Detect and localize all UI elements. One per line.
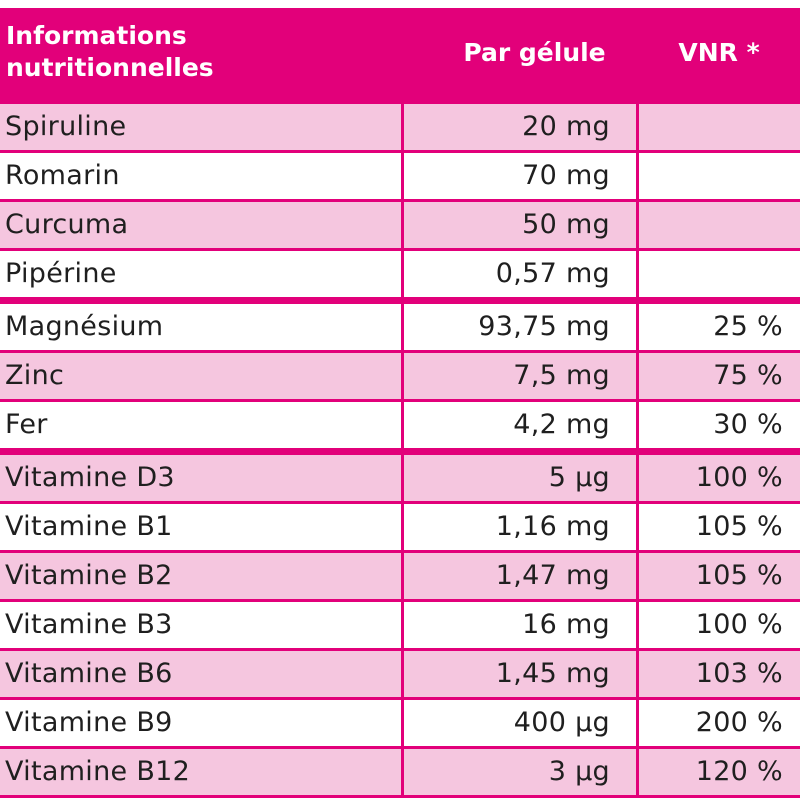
nutrient-amount: 0,57 mg [404, 251, 639, 297]
header-nutrition-info: Informations nutritionnelles [0, 8, 407, 100]
nutrient-amount: 16 mg [404, 602, 639, 648]
nutrient-name: Romarin [0, 153, 404, 199]
nutrient-vnr [639, 202, 797, 248]
table-row: Curcuma 50 mg [0, 202, 800, 251]
nutrient-vnr [639, 104, 797, 150]
nutrient-name: Magnésium [0, 304, 404, 350]
nutrient-name: Curcuma [0, 202, 404, 248]
nutrient-vnr: 105 % [695, 560, 783, 591]
nutrient-amount: 5 µg [404, 455, 639, 501]
nutrient-name: Vitamine B3 [0, 602, 404, 648]
nutrient-vnr: 100 % [695, 609, 783, 640]
nutrient-amount: 7,5 mg [404, 353, 639, 399]
table-row: Pipérine 0,57 mg [0, 251, 800, 304]
nutrient-vnr: 30 % [713, 409, 783, 440]
nutrient-name: Fer [0, 402, 404, 448]
nutrient-vnr: 103 % [695, 658, 783, 689]
nutrient-name: Pipérine [0, 251, 404, 297]
nutrient-amount: 4,2 mg [404, 402, 639, 448]
nutrient-amount: 1,45 mg [404, 651, 639, 697]
nutrient-name: Vitamine B1 [0, 504, 404, 550]
nutrient-name: Vitamine B2 [0, 553, 404, 599]
header-label-line1: Informations [6, 21, 187, 50]
table-row: Spiruline 20 mg [0, 104, 800, 153]
table-header: Informations nutritionnelles Par gélule … [0, 8, 800, 100]
table-row: Vitamine B12 3 µg 120 % [0, 749, 800, 798]
nutrient-name: Vitamine D3 [0, 455, 404, 501]
header-label-line2: nutritionnelles [6, 53, 214, 82]
table-row: Zinc 7,5 mg 75 % [0, 353, 800, 402]
nutrient-name: Spiruline [0, 104, 404, 150]
table-row: Vitamine D3 5 µg 100 % [0, 455, 800, 504]
header-vnr: VNR * [678, 38, 760, 67]
table-row: Fer 4,2 mg 30 % [0, 402, 800, 455]
nutrient-name: Vitamine B12 [0, 749, 404, 795]
table-row: Vitamine B6 1,45 mg 103 % [0, 651, 800, 700]
nutrient-amount: 93,75 mg [404, 304, 639, 350]
nutrient-amount: 1,47 mg [404, 553, 639, 599]
table-row: Vitamine B1 1,16 mg 105 % [0, 504, 800, 553]
nutrient-vnr: 75 % [713, 360, 783, 391]
nutrient-vnr: 25 % [713, 311, 783, 342]
nutrient-amount: 400 µg [404, 700, 639, 746]
table-row: Vitamine B2 1,47 mg 105 % [0, 553, 800, 602]
nutrient-vnr: 120 % [695, 756, 783, 787]
table-row: Magnésium 93,75 mg 25 % [0, 304, 800, 353]
nutrient-amount: 20 mg [404, 104, 639, 150]
nutrient-name: Vitamine B9 [0, 700, 404, 746]
table-row: Romarin 70 mg [0, 153, 800, 202]
nutrient-name: Zinc [0, 353, 404, 399]
nutrient-vnr [639, 251, 797, 297]
nutrient-amount: 70 mg [404, 153, 639, 199]
nutrient-vnr: 100 % [695, 462, 783, 493]
header-divider [0, 100, 800, 104]
nutrient-vnr: 200 % [695, 707, 783, 738]
header-per-capsule: Par gélule [463, 38, 606, 67]
nutrient-amount: 1,16 mg [404, 504, 639, 550]
nutrient-vnr [639, 153, 797, 199]
nutrient-amount: 50 mg [404, 202, 639, 248]
nutrient-amount: 3 µg [404, 749, 639, 795]
nutrient-name: Vitamine B6 [0, 651, 404, 697]
nutrient-vnr: 105 % [695, 511, 783, 542]
nutrition-table: Informations nutritionnelles Par gélule … [0, 8, 800, 798]
table-row: Vitamine B3 16 mg 100 % [0, 602, 800, 651]
table-row: Vitamine B9 400 µg 200 % [0, 700, 800, 749]
